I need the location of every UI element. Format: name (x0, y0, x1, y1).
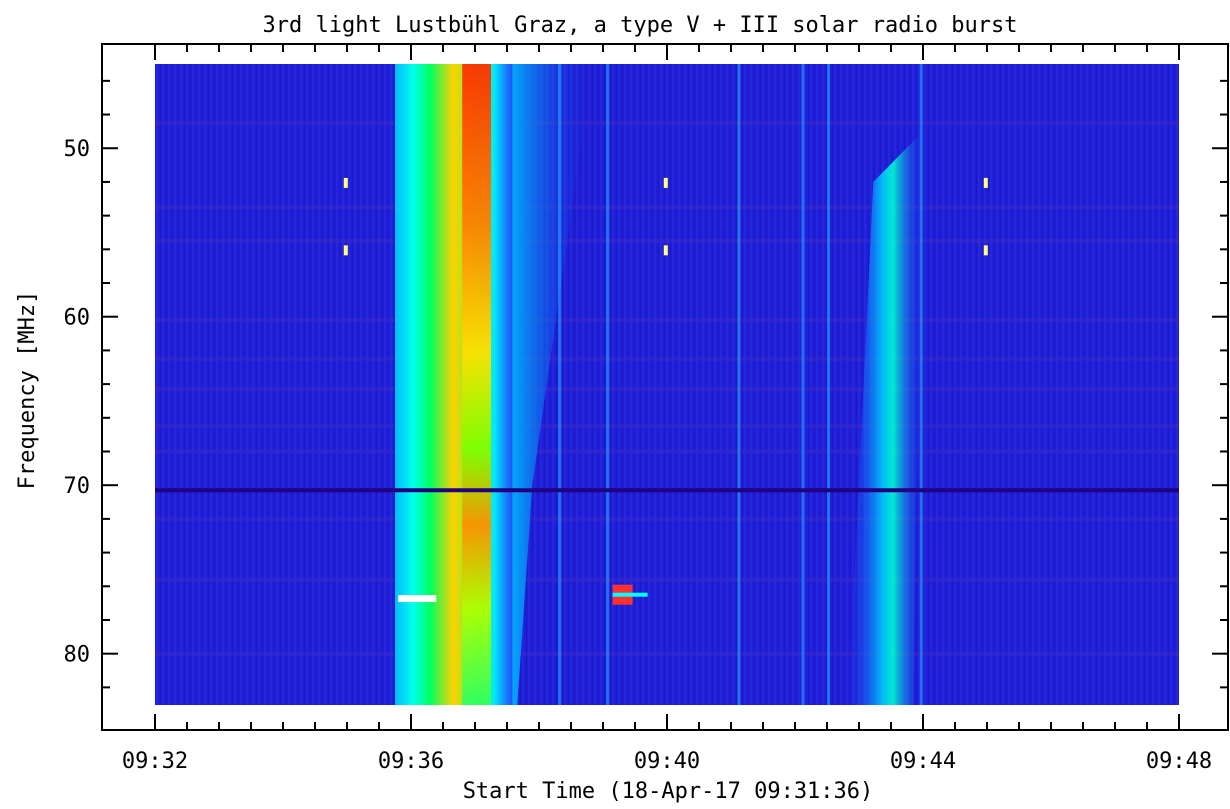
frequency-band (155, 238, 1179, 243)
frequency-band (155, 387, 1179, 392)
x-tick-label: 09:44 (890, 749, 956, 774)
spectrogram-background (155, 64, 1179, 705)
x-axis-label: Start Time (18-Apr-17 09:31:36) (463, 779, 874, 804)
vertical-streak (606, 64, 610, 705)
interference-line (155, 488, 1179, 493)
axes: 09:32 09:36 09:40 09:44 09:48 50 60 70 80 (64, 44, 1228, 774)
plot-frame (101, 43, 1229, 731)
artifact-mark (983, 245, 988, 256)
frequency-band (155, 577, 1179, 582)
type-v-tail (512, 64, 593, 705)
frequency-band (155, 516, 1179, 521)
artifact-mark (398, 595, 437, 603)
x-tick-label: 09:32 (122, 749, 188, 774)
spectrogram-image (155, 64, 1179, 705)
y-tick-label: 50 (64, 137, 91, 162)
frequency-band (155, 356, 1179, 361)
x-tick-label: 09:48 (1146, 749, 1212, 774)
vertical-streak (801, 64, 805, 705)
artifact-mark (612, 592, 648, 597)
artifact-mark (343, 245, 348, 256)
burst-features (155, 64, 1179, 705)
type-v-core (462, 64, 491, 705)
y-tick-label: 80 (64, 643, 91, 668)
y-tick-label: 70 (64, 474, 91, 499)
frequency-band (155, 424, 1179, 429)
y-tick-label: 60 (64, 306, 91, 331)
vertical-streak (827, 64, 830, 705)
frequency-band (155, 120, 1179, 125)
frequency-band (155, 205, 1179, 210)
vertical-streak (558, 64, 562, 705)
vertical-streak (919, 64, 923, 705)
type-iii-burst (848, 131, 923, 705)
frequency-band (155, 651, 1179, 656)
artifact-mark (663, 177, 668, 188)
y-axis-label: Frequency [MHz] (15, 291, 40, 490)
vertical-streak (737, 64, 741, 705)
x-tick-label: 09:40 (634, 749, 700, 774)
artifact-mark (983, 177, 988, 188)
x-tick-label: 09:36 (378, 749, 444, 774)
type-v-burst (395, 64, 513, 705)
chart-title: 3rd light Lustbühl Graz, a type V + III … (263, 13, 1018, 38)
frequency-band (155, 449, 1179, 454)
artifact-mark (343, 177, 348, 188)
artifact-mark (663, 245, 668, 256)
frequency-band (155, 318, 1179, 323)
